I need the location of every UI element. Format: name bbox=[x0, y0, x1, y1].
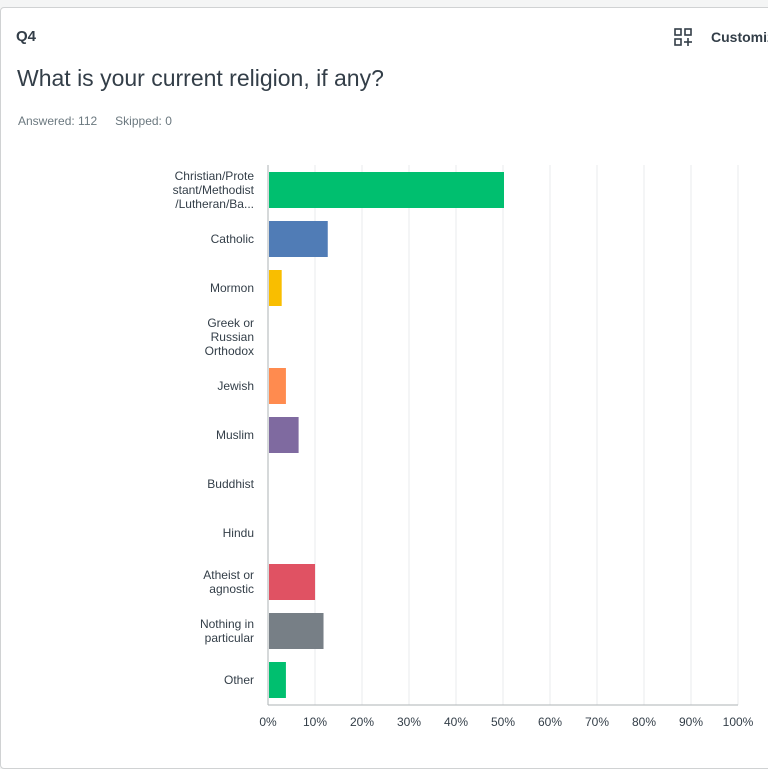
x-tick-label: 40% bbox=[444, 715, 468, 729]
bar[interactable] bbox=[269, 221, 328, 257]
grid-lines bbox=[267, 165, 739, 706]
category-label: Nothing in particular bbox=[200, 617, 254, 645]
x-tick-label: 90% bbox=[679, 715, 703, 729]
bar[interactable] bbox=[269, 417, 299, 453]
category-label: Jewish bbox=[217, 379, 254, 393]
x-tick-label: 100% bbox=[723, 715, 754, 729]
question-number: Q4 bbox=[16, 28, 37, 45]
response-stats: Answered: 112 Skipped: 0 bbox=[18, 114, 172, 128]
bar[interactable] bbox=[269, 564, 316, 600]
category-label: Atheist or agnostic bbox=[203, 568, 254, 596]
x-tick-label: 30% bbox=[397, 715, 421, 729]
x-tick-label: 0% bbox=[259, 715, 277, 729]
category-label: Hindu bbox=[223, 526, 254, 540]
customize-button[interactable]: Customize bbox=[674, 28, 768, 46]
question-card bbox=[0, 7, 768, 769]
bar[interactable] bbox=[269, 613, 324, 649]
category-label: Other bbox=[224, 673, 254, 687]
x-tick-label: 80% bbox=[632, 715, 656, 729]
bar[interactable] bbox=[269, 662, 286, 698]
category-labels: Christian/Prote stant/Methodist/Lutheran/… bbox=[173, 169, 255, 687]
category-label: Christian/Prote stant/Methodist/Lutheran/… bbox=[173, 169, 255, 211]
category-label: Muslim bbox=[216, 428, 254, 442]
category-label: Buddhist bbox=[207, 477, 254, 491]
grid-plus-icon bbox=[674, 28, 692, 46]
category-label: Greek or Russian Orthodox bbox=[205, 316, 254, 358]
x-tick-label: 60% bbox=[538, 715, 562, 729]
bars bbox=[269, 172, 504, 698]
bar-chart: Christian/Prote stant/Methodist/Lutheran/… bbox=[173, 165, 754, 729]
category-label: Catholic bbox=[211, 232, 254, 246]
bar[interactable] bbox=[269, 172, 504, 208]
category-label: Mormon bbox=[210, 281, 254, 295]
x-tick-label: 10% bbox=[303, 715, 327, 729]
x-tick-label: 70% bbox=[585, 715, 609, 729]
x-tick-labels: 0% 10% 20% 30% 40% 50% 60% 70% 80% 90% 100% bbox=[259, 715, 753, 729]
x-tick-label: 50% bbox=[491, 715, 515, 729]
skipped-count: Skipped: 0 bbox=[115, 114, 172, 128]
question-title: What is your current religion, if any? bbox=[17, 65, 384, 91]
x-tick-label: 20% bbox=[350, 715, 374, 729]
customize-label: Customize bbox=[711, 29, 768, 45]
bar[interactable] bbox=[269, 270, 282, 306]
answered-count: Answered: 112 bbox=[18, 114, 98, 128]
bar[interactable] bbox=[269, 368, 286, 404]
